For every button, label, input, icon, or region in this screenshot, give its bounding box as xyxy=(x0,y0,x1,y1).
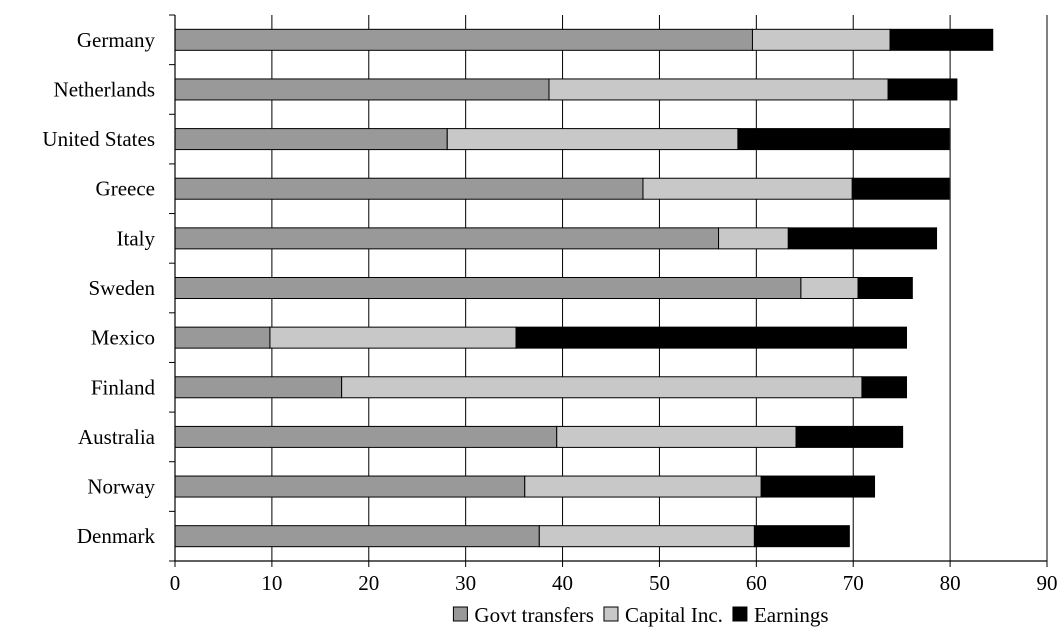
legend-swatch xyxy=(603,606,619,622)
bar-segment xyxy=(851,177,950,200)
category-label: Norway xyxy=(87,475,155,499)
bar-segment xyxy=(753,525,850,548)
bar-segment xyxy=(556,425,797,448)
x-tick-label: 90 xyxy=(1037,571,1058,595)
x-tick-label: 40 xyxy=(552,571,573,595)
category-label: Denmark xyxy=(77,524,156,548)
x-tick-label: 50 xyxy=(649,571,670,595)
x-tick-label: 0 xyxy=(170,571,181,595)
bar-segment xyxy=(548,78,889,101)
category-label: Sweden xyxy=(89,276,156,300)
bar-segment xyxy=(174,525,540,548)
category-labels: Germany Netherlands United States Greece Ita… xyxy=(42,28,155,548)
x-tick-label: 30 xyxy=(455,571,476,595)
legend-swatch xyxy=(732,606,748,622)
category-label: Finland xyxy=(91,375,156,399)
x-tick-label: 10 xyxy=(261,571,282,595)
bar-segment xyxy=(446,128,739,151)
bar-segment xyxy=(269,326,517,349)
category-label: Germany xyxy=(77,28,156,52)
bar-segment xyxy=(174,227,720,250)
bar-segment xyxy=(174,376,343,399)
bar-segment xyxy=(861,376,908,399)
legend-label: Govt transfers xyxy=(474,603,594,627)
legend-swatch xyxy=(452,606,468,622)
bar-segment xyxy=(642,177,853,200)
bar-segment xyxy=(174,475,526,498)
bar-segment xyxy=(800,277,859,299)
legend: Govt transfers Capital Inc. Earnings xyxy=(452,603,829,627)
x-tick-labels: 0 10 20 30 40 50 60 70 80 90 xyxy=(170,571,1058,595)
bar-segment xyxy=(538,525,755,548)
bar-segment xyxy=(174,28,753,51)
x-tick-label: 70 xyxy=(843,571,864,595)
category-label: United States xyxy=(42,127,155,151)
bar-segment xyxy=(515,326,908,349)
bar-segment xyxy=(787,227,938,250)
category-label: Netherlands xyxy=(54,77,155,101)
legend-label: Capital Inc. xyxy=(625,603,723,627)
category-label: Australia xyxy=(78,425,156,449)
bar-segment xyxy=(889,28,994,51)
bar-segment xyxy=(174,78,550,101)
bar-segment xyxy=(524,475,762,498)
bar-segment xyxy=(174,277,802,299)
x-tick-label: 60 xyxy=(746,571,767,595)
bar-segment xyxy=(174,177,644,200)
bar-segment xyxy=(795,425,904,448)
bar-segment xyxy=(737,128,950,151)
bar-segment xyxy=(887,78,958,101)
bars xyxy=(174,28,994,548)
bar-segment xyxy=(174,326,271,349)
x-tick-label: 80 xyxy=(940,571,961,595)
bar-segment xyxy=(174,128,448,151)
axes xyxy=(169,14,1048,567)
x-tick-label: 20 xyxy=(358,571,379,595)
bar-segment xyxy=(760,475,876,498)
legend-label: Earnings xyxy=(754,603,829,627)
bar-segment xyxy=(341,376,863,399)
bar-segment xyxy=(174,425,558,448)
category-label: Greece xyxy=(96,177,155,201)
bar-segment xyxy=(718,227,789,250)
category-label: Mexico xyxy=(91,326,155,350)
bar-segment xyxy=(751,28,891,51)
bar-segment xyxy=(857,277,913,299)
category-label: Italy xyxy=(117,226,156,250)
